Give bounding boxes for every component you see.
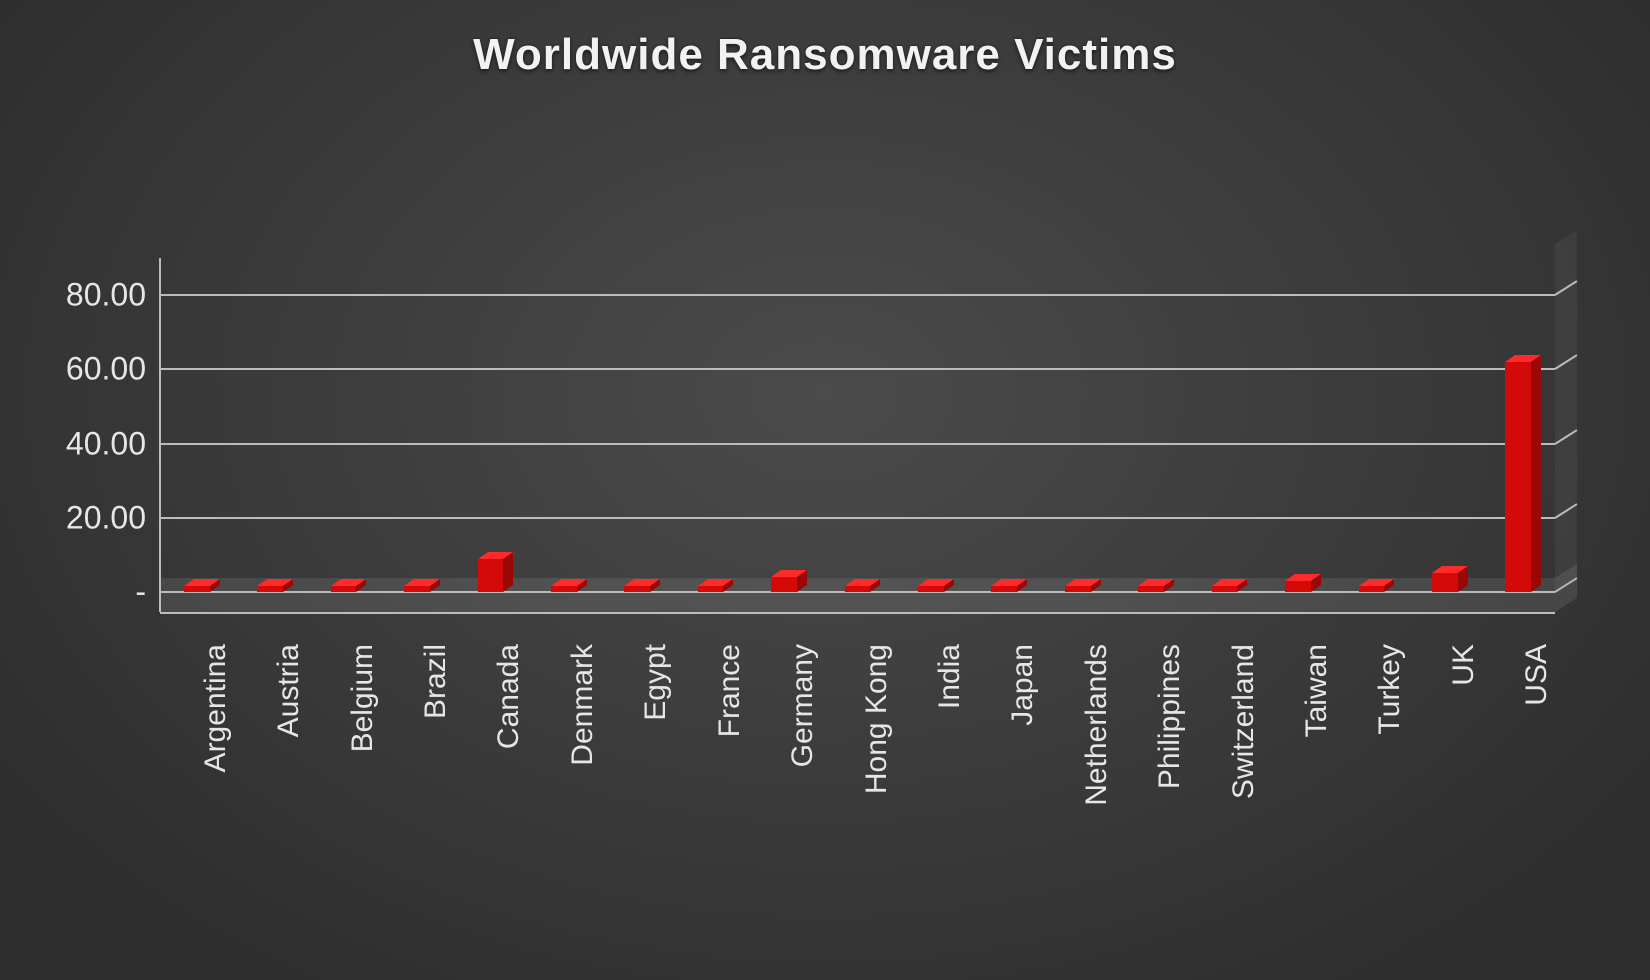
chart-title: Worldwide Ransomware Victims [0,30,1650,80]
bar [1212,586,1238,592]
bar [1065,586,1091,592]
y-axis-line [159,258,161,612]
bar [1359,586,1385,592]
x-tick-label: Denmark [566,644,600,944]
bar-front [918,586,944,592]
bar-front [404,586,430,592]
bar-front [478,559,504,592]
bar-front [845,586,871,592]
bar-side [503,552,513,592]
x-tick-label: France [713,644,747,944]
bar-front [1285,581,1311,592]
gridline [160,443,1555,445]
bar [1505,362,1531,592]
gridline [160,517,1555,519]
bar [1138,586,1164,592]
y-tick-label: 20.00 [0,499,146,536]
bar-front [1432,573,1458,592]
bar-front [1138,586,1164,592]
bar [1432,573,1458,592]
bar-side [1531,355,1541,592]
x-tick-label: Japan [1006,644,1040,944]
x-tick-label: Netherlands [1080,644,1114,944]
bar [404,586,430,592]
bar-front [771,577,797,592]
plot-area [160,258,1555,592]
x-tick-label: Brazil [419,644,453,944]
bar [845,586,871,592]
y-tick-label: 60.00 [0,351,146,388]
bar-front [1065,586,1091,592]
bar-front [991,586,1017,592]
x-tick-label: Austria [272,644,306,944]
bar [184,586,210,592]
back-wall-right [1555,230,1577,592]
bar [331,586,357,592]
x-tick-label: Taiwan [1300,644,1334,944]
y-tick-label: - [0,574,146,611]
bar-front [1505,362,1531,592]
bar [624,586,650,592]
x-tick-label: Switzerland [1227,644,1261,944]
x-tick-label: Belgium [346,644,380,944]
bar [918,586,944,592]
gridline [160,368,1555,370]
x-tick-label: Egypt [639,644,673,944]
bar [771,577,797,592]
x-tick-label: USA [1520,644,1554,944]
x-tick-label: Argentina [199,644,233,944]
bar [478,559,504,592]
bar-front [1359,586,1385,592]
bar [991,586,1017,592]
bar-front [1212,586,1238,592]
bar-front [184,586,210,592]
x-tick-label: Germany [786,644,820,944]
bar-front [331,586,357,592]
chart-floor [160,592,1555,612]
bar-front [257,586,283,592]
x-tick-label: Turkey [1373,644,1407,944]
x-tick-label: UK [1447,644,1481,944]
x-tick-label: Philippines [1153,644,1187,944]
bar-front [698,586,724,592]
bar-front [551,586,577,592]
x-tick-label: India [933,644,967,944]
bar [1285,581,1311,592]
bar-front [624,586,650,592]
y-tick-label: 80.00 [0,277,146,314]
bar [551,586,577,592]
bar [698,586,724,592]
x-axis-line [160,612,1555,614]
x-tick-label: Canada [492,644,526,944]
gridline [160,294,1555,296]
y-tick-label: 40.00 [0,425,146,462]
chart-container: Worldwide Ransomware Victims - 20.00 40.… [0,0,1650,980]
bar [257,586,283,592]
x-tick-label: Hong Kong [860,644,894,944]
